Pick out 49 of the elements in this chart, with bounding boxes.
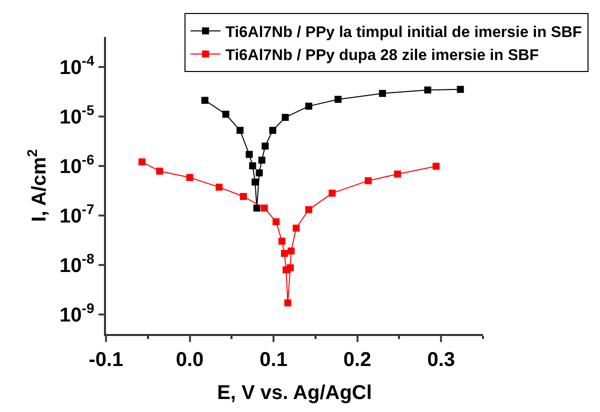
y-tick-label: 10$^{-7}$ (60, 200, 94, 228)
point (364, 177, 372, 184)
point (138, 158, 146, 166)
point (246, 150, 253, 158)
point (280, 250, 288, 257)
point (252, 178, 259, 186)
point (394, 170, 402, 178)
point (286, 264, 294, 272)
point (334, 96, 342, 103)
point (253, 204, 260, 212)
point (249, 162, 256, 170)
point (156, 168, 164, 175)
point (201, 96, 208, 104)
point (378, 90, 386, 97)
x-tick-label: 0.0 (176, 348, 204, 371)
x-tick-label: 0.2 (343, 348, 372, 371)
point (305, 206, 312, 214)
y-tick-label: 10$^{-9}$ (60, 300, 94, 326)
y-tick-label: 10$^{-5}$ (60, 102, 94, 128)
legend-label: Ti6Al7Nb / PPy la timpul initial de imersie in SBF (226, 24, 582, 41)
point (278, 238, 286, 245)
y-tick-label: 10$^{-8}$ (60, 250, 94, 277)
point (236, 126, 244, 134)
point (456, 86, 464, 93)
x-axis-title: E, V vs. Ag/AgCl (217, 382, 372, 404)
x-tick-label: -0.1 (88, 348, 124, 371)
point (222, 110, 230, 118)
point (256, 169, 263, 176)
point (216, 184, 223, 191)
point (262, 142, 269, 150)
point (284, 299, 292, 306)
point (288, 248, 295, 254)
point (186, 174, 194, 182)
point (272, 218, 280, 226)
point (328, 190, 336, 197)
legend-label: Ti6Al7Nb / PPy dupa 28 zile imersie in SBF (226, 47, 539, 64)
point (424, 86, 432, 94)
point (269, 126, 276, 134)
point (240, 192, 247, 200)
point (260, 204, 268, 212)
y-tick-label: 10$^{-4}$ (60, 52, 94, 79)
x-tick-label: 0.3 (427, 348, 456, 371)
x-tick-label: 0.1 (260, 348, 288, 371)
point (282, 114, 289, 121)
point (432, 162, 440, 170)
y-tick-label: 10$^{-6}$ (60, 151, 94, 178)
point (305, 102, 312, 110)
point (258, 156, 266, 164)
point (292, 224, 300, 232)
